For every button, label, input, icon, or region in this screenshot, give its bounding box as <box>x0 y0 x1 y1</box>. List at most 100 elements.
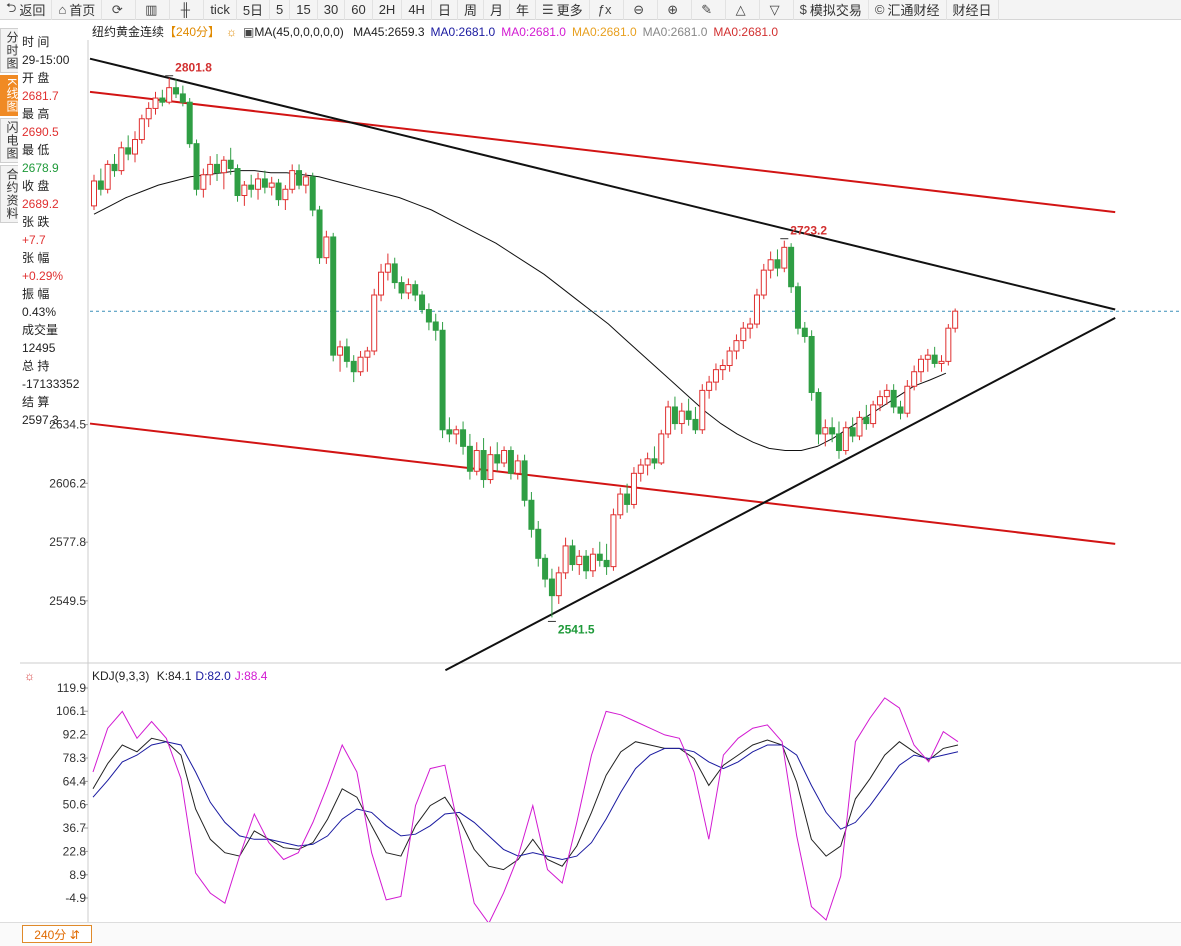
candle-body <box>692 418 699 431</box>
toolbar-button-8[interactable]: 15 <box>290 0 318 20</box>
candle-body <box>118 147 125 172</box>
toolbar-button-10[interactable]: 60 <box>345 0 373 20</box>
candle-body <box>152 97 159 109</box>
triangle-up-button[interactable]: △ <box>726 0 760 20</box>
toolbar-label: 更多 <box>556 3 583 18</box>
toolbar-button-6[interactable]: 5日 <box>237 0 271 20</box>
toolbar-button-26[interactable]: 财经日 <box>947 0 999 20</box>
trendline <box>444 316 1116 672</box>
candle-body <box>453 429 460 435</box>
candle-body <box>364 350 371 358</box>
candle-body <box>651 458 658 464</box>
toolbar-button-16[interactable]: 年 <box>510 0 536 20</box>
triangle-down-button[interactable]: ▽ <box>760 0 794 20</box>
candle-body <box>391 263 398 284</box>
toolbar-button-11[interactable]: 2H <box>373 0 403 20</box>
candles-button[interactable]: ╫ <box>170 0 205 20</box>
candle-body <box>419 294 426 311</box>
candle-body <box>384 263 391 273</box>
candle-body <box>555 572 562 597</box>
sidebar-tab-0[interactable]: 分时图 <box>0 28 19 73</box>
toolbar-button-12[interactable]: 4H <box>402 0 432 20</box>
extreme-label: 2723.2 <box>790 224 827 238</box>
refresh-button[interactable]: ⟳ <box>102 0 137 20</box>
candle-body <box>726 350 733 367</box>
period-tab[interactable]: 240分 ⇵ <box>22 925 92 943</box>
settings-sun-icon[interactable]: ☼ <box>226 25 238 39</box>
candle-body <box>815 391 822 435</box>
ma-settings-icon[interactable]: ▣ <box>243 25 255 39</box>
refresh-icon: ⟳ <box>111 1 123 17</box>
candle-body <box>712 369 719 383</box>
trendline <box>89 57 1116 311</box>
toolbar-label: 15 <box>296 2 311 17</box>
function-button[interactable]: ƒx <box>590 0 624 20</box>
candle-body <box>788 246 795 288</box>
candle-body <box>473 450 480 472</box>
candle-body <box>227 159 234 170</box>
extreme-label: 2801.8 <box>175 61 212 75</box>
toolbar-label: 模拟交易 <box>809 3 862 18</box>
candle-body <box>897 406 904 414</box>
ma-legend-item: MA0:2681.0 <box>501 25 566 39</box>
draw-pen-button[interactable]: ✎ <box>692 0 726 20</box>
candle-body <box>644 458 651 466</box>
candle-body <box>487 454 494 481</box>
candle-body <box>104 163 111 190</box>
info-value: -17133352 <box>22 377 80 391</box>
toolbar-label: 返回 <box>19 3 46 18</box>
zoom-out-button[interactable]: ⊖ <box>624 0 658 20</box>
toolbar-button-1[interactable]: ⌂ 首页 <box>52 0 103 20</box>
candle-body <box>945 327 952 362</box>
candle-body <box>145 107 152 120</box>
sidebar-tab-1[interactable]: K线图 <box>0 75 19 117</box>
candle-body <box>569 545 576 566</box>
toolbar-button-7[interactable]: 5 <box>270 0 291 20</box>
toolbar-button-13[interactable]: 日 <box>432 0 458 20</box>
extreme-label: 2541.5 <box>558 622 595 636</box>
candle-body <box>767 259 774 271</box>
kdj-legend-item: D:82.0 <box>195 669 231 683</box>
kdj-y-tick-label: 119.9 <box>57 681 86 695</box>
toolbar-button-9[interactable]: 30 <box>318 0 346 20</box>
bar-chart-button[interactable]: ▥ <box>136 0 171 20</box>
toolbar-label: 5 <box>276 2 284 17</box>
triangle-down-icon: ▽ <box>769 1 780 17</box>
toolbar-button-15[interactable]: 月 <box>484 0 510 20</box>
toolbar: ⮌ 返回 ⌂ 首页 ⟳ ▥ ╫ tick 5日 5 15 30 60 2H 4H 日周月年 ☰ 更多 ƒx ⊖ ⊕ ✎ △ ▽… <box>0 0 1181 20</box>
kdj-y-tick-label: -4.9 <box>65 891 86 905</box>
candle-body <box>289 170 296 190</box>
candle-body <box>685 410 692 420</box>
kdj-settings-icon: ☼ <box>24 669 35 683</box>
candle-body <box>514 460 521 474</box>
toolbar-button-24[interactable]: $ 模拟交易 <box>794 0 869 20</box>
toolbar-button-5[interactable]: tick <box>204 0 237 20</box>
candle-body <box>801 327 808 337</box>
toolbar-label: 财经日 <box>952 3 992 18</box>
ma-legend-item: MA45:2659.3 <box>353 25 425 39</box>
kdj-k-line <box>92 737 959 871</box>
candle-body <box>255 178 262 190</box>
candle-body <box>200 174 207 190</box>
kdj-j-line <box>92 697 959 925</box>
ma-params: MA(45,0,0,0,0,0) <box>254 25 344 39</box>
zoom-in-button[interactable]: ⊕ <box>658 0 692 20</box>
candle-body <box>548 578 555 597</box>
candle-body <box>323 236 330 259</box>
candle-body <box>535 528 542 559</box>
info-label: 总 持 <box>22 359 50 373</box>
candle-body <box>220 159 227 174</box>
sidebar-tab-2[interactable]: 闪电图 <box>0 118 19 164</box>
toolbar-button-0[interactable]: ⮌ 返回 <box>0 0 53 20</box>
toolbar-button-25[interactable]: © 汇通财经 <box>869 0 947 20</box>
sidebar-tab-3[interactable]: 合约资料 <box>0 165 19 224</box>
kdj-y-tick-label: 92.2 <box>63 728 87 742</box>
toolbar-button-14[interactable]: 周 <box>458 0 484 20</box>
candle-body <box>494 454 501 464</box>
y-tick-label: 2577.8 <box>49 535 86 549</box>
toolbar-button-17[interactable]: ☰ 更多 <box>536 0 590 20</box>
candle-body <box>924 354 931 360</box>
kdj-legend-item: K:84.1 <box>156 669 192 683</box>
toolbar-label: 2H <box>378 2 396 17</box>
